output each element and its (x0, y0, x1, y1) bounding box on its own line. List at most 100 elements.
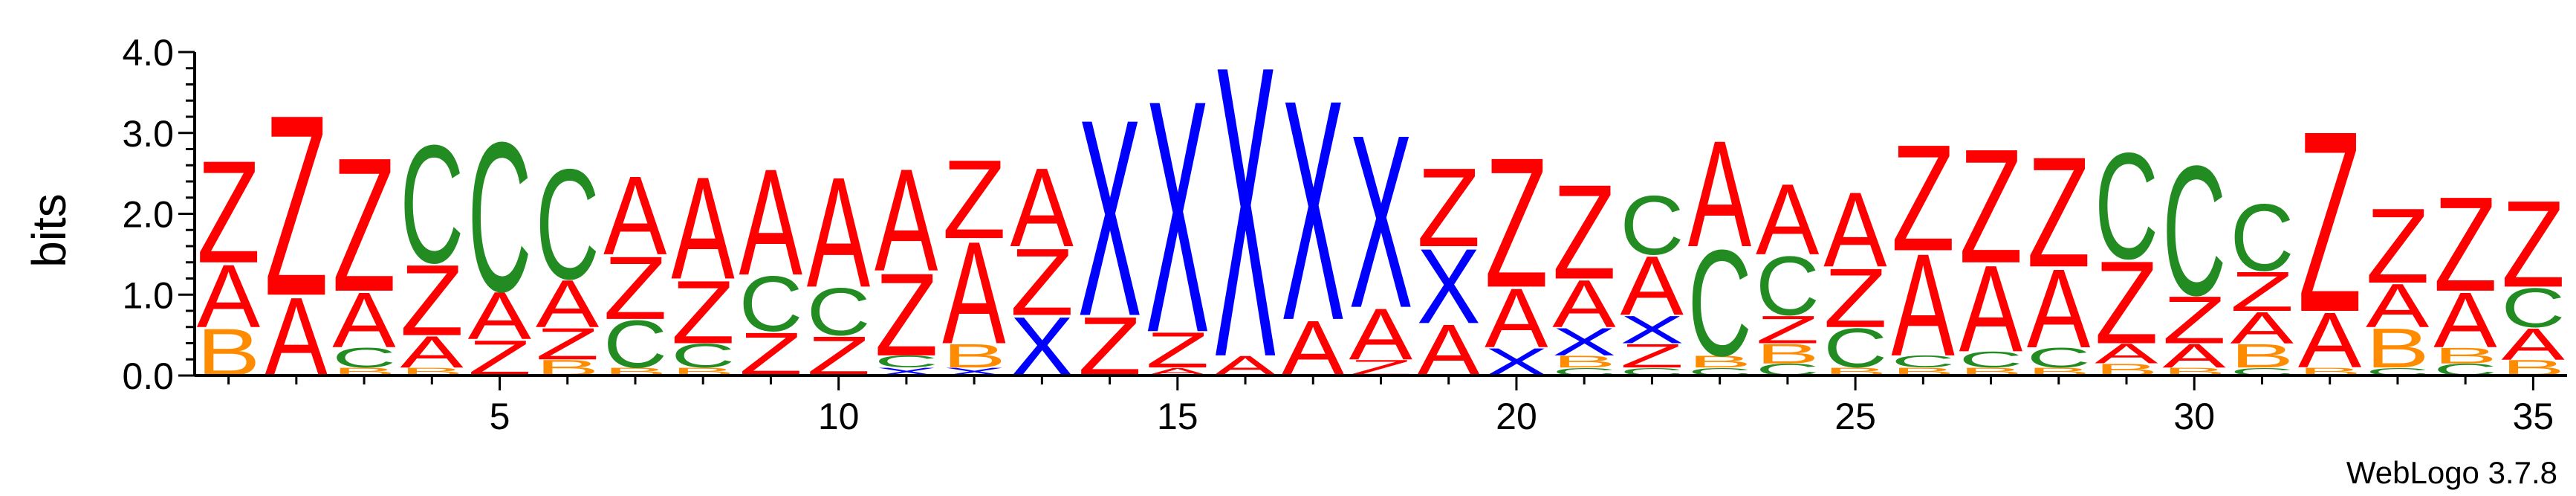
y-tick-label: 2.0 (122, 194, 174, 236)
y-tick-label: 4.0 (122, 32, 174, 74)
logo-letter-z: Z (2027, 125, 2091, 300)
logo-letter-a: A (2366, 271, 2429, 340)
logo-letter-x: X (1078, 61, 1142, 375)
logo-letter-c: C (1756, 239, 1820, 333)
logo-letter-b: B (2231, 338, 2294, 375)
logo-letter-z: Z (1959, 115, 2023, 297)
y-tick-label: 1.0 (122, 274, 174, 316)
logo-letter-z: Z (1485, 119, 1548, 326)
logo-letter-c: C (1891, 352, 1955, 371)
logo-letter-a: A (2095, 338, 2158, 370)
logo-letter-a: A (1891, 224, 1955, 387)
logo-letter-a: A (1485, 271, 1548, 366)
logo-letter-c: C (875, 352, 938, 371)
logo-letter-a: A (671, 147, 735, 310)
logo-letter-x: X (1552, 320, 1616, 364)
logo-letter-x: X (1281, 35, 1345, 386)
logo-letter-c: C (536, 138, 600, 313)
logo-letter-z: Z (1891, 115, 1955, 283)
logo-letter-x: X (1349, 84, 1413, 360)
logo-letter-a: A (1959, 240, 2022, 378)
logo-letter-c: C (1959, 347, 2023, 372)
logo-letter-c: C (2162, 128, 2226, 335)
logo-letter-a: A (2027, 245, 2091, 371)
x-tick-label: 10 (818, 396, 860, 437)
logo-letter-c: C (2502, 277, 2566, 339)
y-axis-label: bits (22, 193, 76, 268)
logo-letter-c: C (1620, 178, 1684, 272)
logo-letter-a: A (1620, 239, 1684, 333)
logo-letter-x: X (1620, 308, 1684, 352)
logo-letter-a: A (1552, 267, 1615, 342)
logo-letter-x: X (1213, 0, 1277, 443)
logo-letter-c: C (2231, 184, 2294, 291)
x-tick-label: 25 (1834, 396, 1876, 437)
logo-letter-z: Z (332, 118, 396, 332)
logo-letter-c: C (1688, 219, 1752, 387)
logo-letter-a: A (2433, 276, 2497, 364)
logo-letter-z: Z (2162, 283, 2226, 358)
logo-letter-a: A (1756, 162, 1819, 275)
logo-letter-a: A (739, 138, 803, 308)
logo-letter-c: C (603, 307, 667, 382)
logo-letter-z: Z (536, 318, 600, 369)
logo-letter-z: Z (1417, 144, 1481, 270)
logo-letter-c: C (2095, 122, 2158, 291)
y-tick-label: 0.0 (122, 355, 174, 397)
x-tick-label: 5 (490, 396, 510, 437)
logo-letter-a: A (2162, 338, 2225, 376)
logo-letter-b: B (2433, 343, 2497, 368)
logo-letter-z: Z (1756, 308, 1820, 352)
weblogo-version-label: WebLogo 3.7.8 (2346, 455, 2557, 490)
logo-letter-b: B (2366, 318, 2430, 380)
logo-letter-a: A (875, 139, 938, 302)
logo-letter-z: Z (2366, 187, 2430, 306)
x-tick-label: 30 (2173, 396, 2215, 437)
logo-letter-a: A (2502, 319, 2566, 370)
logo-letter-a: A (332, 276, 396, 364)
logo-letter-z: Z (1620, 338, 1684, 375)
logo-letter-z: Z (2231, 260, 2294, 323)
logo-letter-x: X (1146, 32, 1210, 402)
logo-letter-c: C (468, 97, 532, 336)
x-tick-label: 35 (2513, 396, 2554, 437)
logo-letter-x: X (1417, 227, 1481, 346)
logo-letter-z: Z (2095, 236, 2158, 368)
logo-letter-z: Z (2298, 78, 2362, 367)
logo-letter-z: Z (1010, 228, 1074, 335)
y-ticks: 0.0 1.0 2.0 3.0 4.0 (122, 32, 195, 397)
logo-letter-c: C (400, 111, 464, 299)
logo-letter-a: A (1010, 144, 1074, 270)
logo-letter-b: B (1688, 352, 1752, 372)
logo-letter-c: C (2027, 342, 2091, 373)
logo-letter-z: Z (1552, 157, 1616, 307)
logo-letter-z: Z (942, 136, 1006, 262)
logo-letter-c: C (332, 342, 396, 373)
logo-letter-a: A (942, 212, 1006, 375)
logo-letter-z: Z (2502, 175, 2566, 313)
x-tick-label: 20 (1496, 396, 1537, 437)
logo-letter-a: A (603, 152, 667, 278)
logo-letter-a: A (807, 145, 871, 321)
logo-letter-a: A (197, 246, 260, 347)
logo-letter-c: C (671, 338, 735, 375)
logo-letter-a: A (536, 267, 599, 342)
logo-letter-a: A (2231, 303, 2294, 353)
logo-letter-a: A (400, 327, 464, 378)
y-tick-label: 3.0 (122, 113, 174, 155)
logo-letter-a: A (468, 279, 531, 354)
logo-letter-z: Z (400, 245, 464, 358)
logo-letter-z: Z (197, 131, 261, 294)
x-ticks: 5 10 15 20 25 30 35 (227, 376, 2554, 437)
logo-letter-c: C (1823, 318, 1887, 380)
logo-letter-b: B (942, 338, 1006, 375)
logo-letter-a: A (2298, 297, 2362, 384)
logo-letter-c: C (739, 260, 803, 347)
logo-letter-b: B (1552, 352, 1616, 372)
logo-letter-z: Z (1146, 322, 1210, 379)
logo-letter-z: Z (1823, 251, 1887, 345)
x-tick-label: 15 (1157, 396, 1198, 437)
logo-letter-z: Z (603, 237, 667, 338)
logo-letter-z: Z (2433, 170, 2497, 320)
